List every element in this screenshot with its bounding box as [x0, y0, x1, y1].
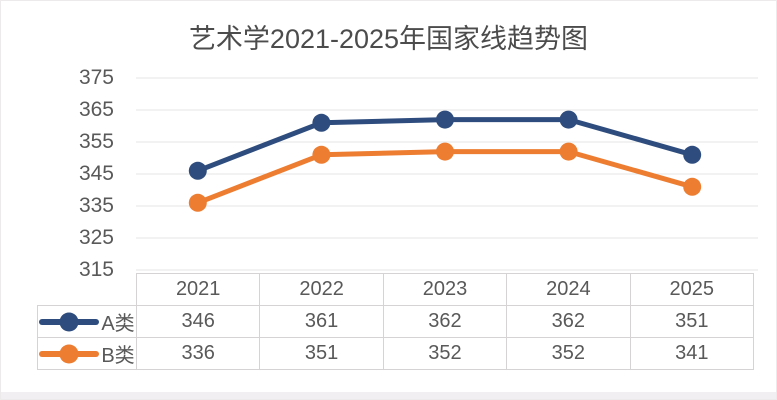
table-value: 336 [135, 337, 261, 370]
year-header: 2022 [259, 273, 384, 306]
year-header: 2025 [629, 273, 755, 306]
table-value: 352 [506, 337, 631, 370]
y-tick-label: 355 [78, 130, 114, 153]
table-value: 341 [629, 337, 755, 370]
data-table: 2021 2022 2023 2024 2025 A类 346 [37, 273, 755, 370]
table-value: 361 [259, 305, 384, 338]
series-0-marker [683, 145, 702, 164]
y-tick-label: 315 [78, 258, 114, 281]
series-1-marker [683, 177, 702, 196]
table-value: 362 [506, 305, 631, 338]
series-a-label: A类 [101, 313, 135, 335]
y-tick-label: 365 [78, 98, 114, 121]
series-0-line [195, 117, 695, 174]
series-b-legend-marker-icon [39, 343, 100, 364]
series-1-marker [559, 142, 578, 161]
year-header: 2021 [135, 273, 261, 306]
y-tick-label: 325 [78, 226, 114, 249]
table-value: 351 [259, 337, 384, 370]
series-0-marker [436, 110, 454, 129]
table-value: 351 [629, 305, 755, 338]
table-row: A类 346 361 362 362 351 [37, 305, 755, 338]
series-a-legend-marker-icon [39, 311, 100, 332]
legend-cell-series-b: B类 [37, 337, 137, 370]
year-header: 2024 [506, 273, 631, 306]
table-row: B类 336 351 352 352 341 [37, 337, 755, 370]
table-corner-cell [38, 274, 137, 306]
series-b-label: B类 [101, 345, 135, 367]
y-axis: 375 365 355 345 335 325 315 [1, 62, 114, 286]
series-1-line [195, 149, 695, 206]
year-header: 2023 [382, 273, 508, 306]
series-0-marker [559, 110, 578, 129]
chart-title: 艺术学2021-2025年国家线趋势图 [188, 24, 589, 54]
series-0-marker [188, 161, 207, 180]
table-value: 352 [382, 337, 508, 370]
table-value: 362 [382, 305, 508, 338]
bottom-strip [1, 392, 776, 399]
series-1-marker [312, 145, 331, 164]
y-tick-label: 335 [78, 194, 114, 217]
legend-cell-series-a: A类 [37, 305, 137, 338]
table-value: 346 [135, 305, 261, 338]
series-1-marker [436, 142, 454, 161]
series-0-marker [312, 113, 331, 132]
table-header-row: 2021 2022 2023 2024 2025 [38, 273, 755, 306]
y-tick-label: 375 [78, 66, 114, 89]
y-tick-label: 345 [78, 162, 114, 185]
series-1-marker [188, 193, 207, 212]
